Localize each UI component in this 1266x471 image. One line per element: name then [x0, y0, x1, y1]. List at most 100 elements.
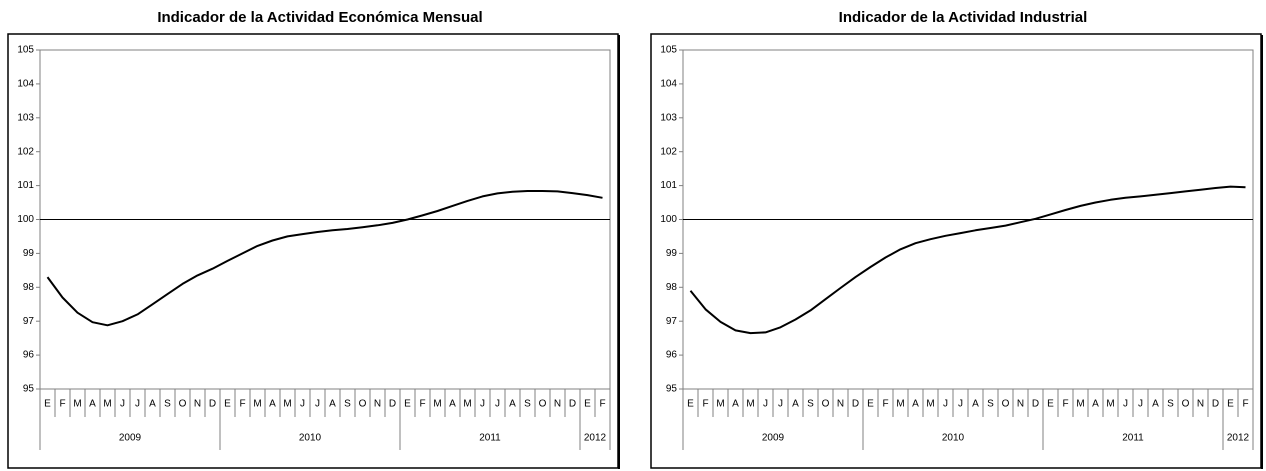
- y-tick-label: 99: [23, 248, 35, 259]
- x-tick-label: O: [1182, 399, 1190, 410]
- x-tick-label: D: [209, 399, 216, 410]
- x-tick-label: S: [164, 399, 171, 410]
- x-tick-label: J: [135, 399, 140, 410]
- x-tick-label: M: [926, 399, 934, 410]
- y-tick-label: 101: [660, 180, 677, 191]
- y-tick-label: 97: [666, 316, 678, 327]
- y-tick-label: 102: [660, 146, 677, 157]
- x-tick-label: O: [539, 399, 547, 410]
- year-label: 2009: [762, 433, 785, 444]
- chart-frame: [7, 33, 619, 469]
- x-tick-label: D: [1032, 399, 1039, 410]
- x-tick-label: J: [943, 399, 948, 410]
- y-tick-label: 100: [660, 214, 677, 225]
- x-tick-label: J: [495, 399, 500, 410]
- series-line: [689, 185, 1246, 335]
- x-tick-label: E: [584, 399, 591, 410]
- year-label: 2011: [1122, 433, 1144, 444]
- year-label: 2009: [119, 433, 142, 444]
- x-tick-label: A: [149, 399, 156, 410]
- x-tick-label: O: [1002, 399, 1010, 410]
- y-tick-label: 95: [23, 384, 35, 395]
- series-line: [46, 190, 603, 327]
- y-tick-label: 98: [666, 282, 678, 293]
- x-tick-label: J: [778, 399, 783, 410]
- x-tick-label: M: [103, 399, 111, 410]
- x-tick-label: S: [807, 399, 814, 410]
- year-label: 2010: [299, 433, 322, 444]
- y-tick-label: 104: [17, 79, 34, 90]
- x-tick-label: M: [896, 399, 904, 410]
- x-tick-label: D: [569, 399, 576, 410]
- x-tick-label: F: [59, 399, 65, 410]
- year-label: 2012: [1227, 433, 1250, 444]
- x-tick-label: O: [359, 399, 367, 410]
- x-tick-label: F: [239, 399, 245, 410]
- x-tick-label: N: [194, 399, 201, 410]
- y-tick-label: 105: [660, 45, 677, 56]
- x-tick-label: D: [1212, 399, 1219, 410]
- x-tick-label: E: [867, 399, 874, 410]
- y-tick-label: 96: [23, 350, 35, 361]
- x-tick-label: M: [433, 399, 441, 410]
- chart-title: Indicador de la Actividad Económica Mens…: [157, 9, 482, 26]
- x-tick-label: A: [1152, 399, 1159, 410]
- x-tick-label: A: [509, 399, 516, 410]
- y-tick-label: 98: [23, 282, 35, 293]
- y-tick-label: 96: [666, 350, 678, 361]
- x-tick-label: O: [179, 399, 187, 410]
- x-tick-label: A: [269, 399, 276, 410]
- x-tick-label: A: [329, 399, 336, 410]
- x-tick-label: F: [702, 399, 708, 410]
- x-tick-label: F: [882, 399, 888, 410]
- x-tick-label: J: [120, 399, 125, 410]
- x-tick-label: D: [389, 399, 396, 410]
- x-tick-label: J: [763, 399, 768, 410]
- x-tick-label: M: [253, 399, 261, 410]
- x-tick-label: J: [300, 399, 305, 410]
- y-tick-label: 102: [17, 146, 34, 157]
- x-tick-label: E: [404, 399, 411, 410]
- x-tick-label: J: [480, 399, 485, 410]
- year-label: 2012: [584, 433, 607, 444]
- x-tick-label: E: [687, 399, 694, 410]
- x-tick-label: A: [732, 399, 739, 410]
- x-tick-label: A: [1092, 399, 1099, 410]
- x-tick-label: S: [1167, 399, 1174, 410]
- x-tick-label: M: [463, 399, 471, 410]
- x-tick-label: S: [987, 399, 994, 410]
- x-tick-label: E: [1227, 399, 1234, 410]
- y-tick-label: 103: [660, 112, 677, 123]
- chart-frame: [650, 33, 1262, 469]
- x-tick-label: S: [524, 399, 531, 410]
- x-tick-label: A: [792, 399, 799, 410]
- x-tick-label: O: [822, 399, 830, 410]
- x-tick-label: F: [419, 399, 425, 410]
- x-tick-label: M: [716, 399, 724, 410]
- y-tick-label: 99: [666, 248, 678, 259]
- x-tick-label: E: [1047, 399, 1054, 410]
- x-tick-label: D: [852, 399, 859, 410]
- y-tick-label: 103: [17, 112, 34, 123]
- x-tick-label: N: [554, 399, 561, 410]
- x-tick-label: J: [1138, 399, 1143, 410]
- x-tick-label: A: [912, 399, 919, 410]
- x-tick-label: M: [746, 399, 754, 410]
- x-tick-label: M: [1106, 399, 1114, 410]
- x-tick-label: A: [89, 399, 96, 410]
- y-tick-label: 101: [17, 180, 34, 191]
- y-tick-label: 95: [666, 384, 678, 395]
- y-tick-label: 104: [660, 79, 677, 90]
- x-tick-label: E: [44, 399, 51, 410]
- y-tick-label: 97: [23, 316, 35, 327]
- x-tick-label: J: [315, 399, 320, 410]
- x-tick-label: N: [837, 399, 844, 410]
- x-tick-label: F: [1062, 399, 1068, 410]
- x-tick-label: M: [283, 399, 291, 410]
- x-tick-label: J: [958, 399, 963, 410]
- x-tick-label: N: [1197, 399, 1204, 410]
- x-tick-label: N: [374, 399, 381, 410]
- x-tick-label: S: [344, 399, 351, 410]
- y-tick-label: 100: [17, 214, 34, 225]
